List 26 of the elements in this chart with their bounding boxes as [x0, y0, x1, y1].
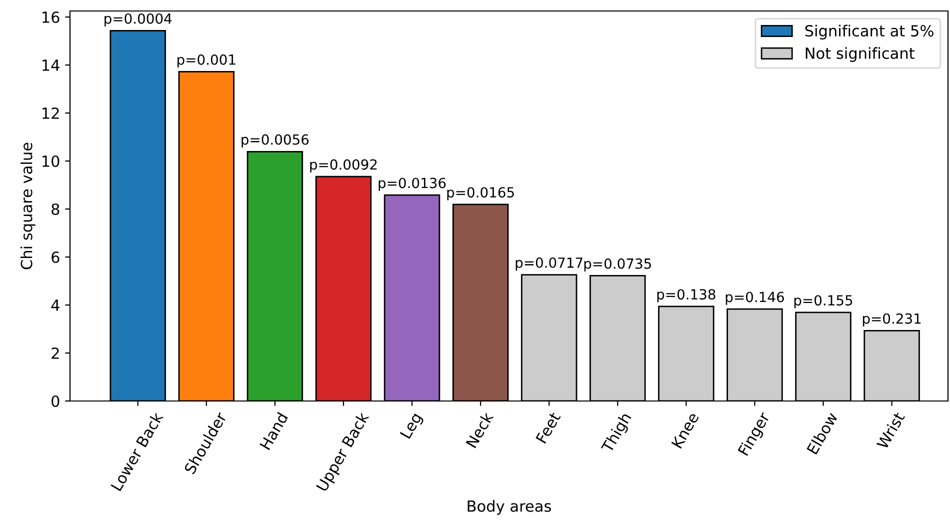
- x-axis-title: Body areas: [468, 500, 551, 515]
- y-tick-label: 10: [42, 155, 60, 168]
- annotation: p=0.155: [794, 295, 852, 308]
- annotation: p=0.0056: [242, 134, 309, 148]
- y-tick-label: 16: [42, 11, 60, 24]
- y-axis-title: Chi square value: [20, 142, 36, 270]
- annotation: p=0.0735: [584, 258, 651, 272]
- annotation: p=0.0717: [516, 257, 582, 271]
- annotation: p=0.0004: [104, 13, 172, 27]
- y-tick-label: 8: [52, 203, 60, 216]
- y-tick-label: 6: [52, 251, 60, 264]
- y-tick-label: 2: [52, 347, 59, 359]
- y-tick-label: 0: [52, 395, 60, 408]
- y-tick-label: 14: [42, 60, 60, 71]
- annotation: p=0.231: [862, 313, 921, 327]
- annotation: p=0.0092: [310, 159, 377, 172]
- annotation: p=0.0136: [378, 178, 446, 191]
- y-tick-label: 4: [51, 300, 60, 311]
- annotation: p=0.138: [657, 289, 716, 302]
- legend-label: Significant at 5%: [805, 24, 934, 40]
- annotation: p=0.001: [178, 54, 236, 68]
- legend-label: Not significant: [806, 47, 914, 62]
- annotation: p=0.146: [726, 292, 784, 305]
- x-tick-label: Leg: [400, 412, 425, 440]
- y-tick-label: 12: [42, 107, 59, 119]
- annotation: p=0.0165: [447, 187, 514, 200]
